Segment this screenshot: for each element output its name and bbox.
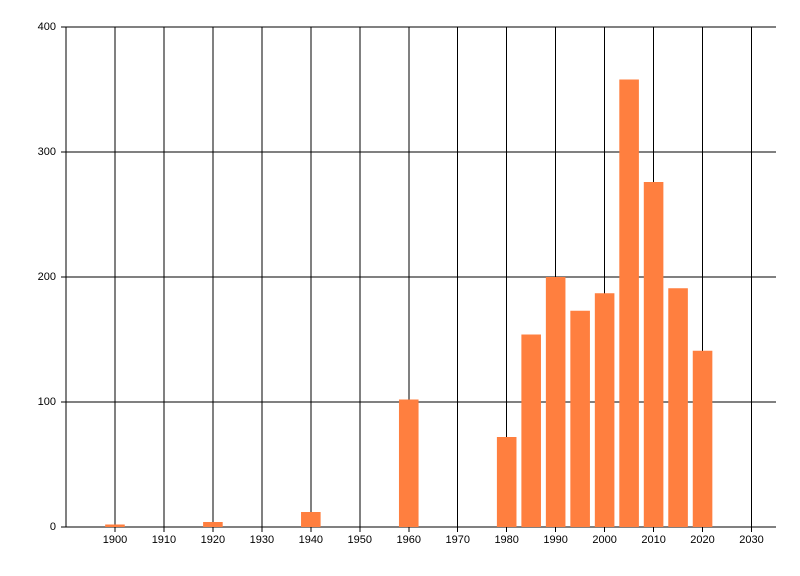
x-tick-label: 1910 bbox=[152, 534, 176, 546]
x-tick-label: 1980 bbox=[494, 534, 518, 546]
y-tick-label: 0 bbox=[50, 521, 56, 533]
x-tick-label: 1990 bbox=[543, 534, 567, 546]
x-tick-label: 2030 bbox=[739, 534, 763, 546]
y-tick-label: 300 bbox=[38, 146, 56, 158]
bar bbox=[668, 288, 688, 527]
x-tick-label: 1950 bbox=[348, 534, 372, 546]
x-tick-label: 1900 bbox=[103, 534, 127, 546]
bar bbox=[692, 350, 713, 527]
x-tick-label: 1930 bbox=[250, 534, 274, 546]
bar bbox=[398, 399, 419, 527]
x-tick-label: 1960 bbox=[397, 534, 421, 546]
y-tick-label: 100 bbox=[38, 396, 56, 408]
x-tick-label: 1970 bbox=[445, 534, 469, 546]
bar bbox=[496, 437, 517, 527]
y-tick-label: 200 bbox=[38, 271, 56, 283]
x-tick-label: 2020 bbox=[690, 534, 714, 546]
bar bbox=[594, 293, 615, 527]
bar bbox=[203, 522, 223, 527]
x-tick-label: 2000 bbox=[592, 534, 616, 546]
x-tick-label: 1940 bbox=[299, 534, 323, 546]
bar bbox=[105, 524, 125, 527]
bar bbox=[643, 182, 664, 527]
bar bbox=[570, 310, 590, 527]
bar bbox=[619, 79, 639, 527]
bar bbox=[545, 277, 566, 527]
bar bbox=[301, 512, 321, 527]
x-tick-label: 1920 bbox=[201, 534, 225, 546]
bar bbox=[521, 334, 541, 527]
y-tick-label: 400 bbox=[38, 21, 56, 33]
x-tick-label: 2010 bbox=[641, 534, 665, 546]
